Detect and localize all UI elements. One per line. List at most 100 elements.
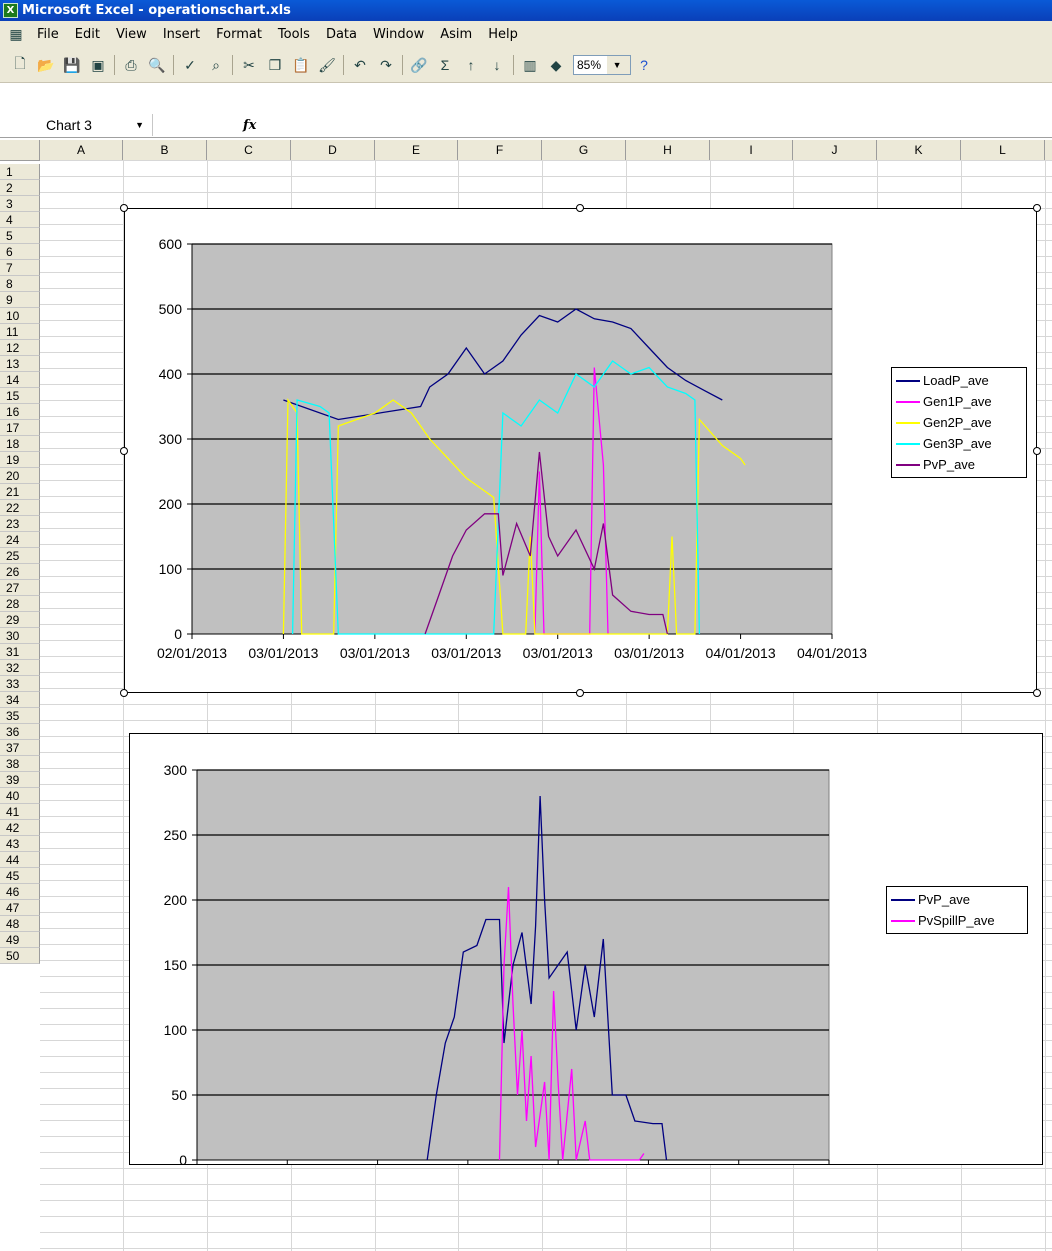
row-header-41[interactable]: 41 xyxy=(0,804,40,820)
chevron-down-icon[interactable]: ▼ xyxy=(607,56,631,74)
row-header-40[interactable]: 40 xyxy=(0,788,40,804)
row-header-50[interactable]: 50 xyxy=(0,948,40,964)
workbook-icon[interactable]: ▦ xyxy=(9,26,23,42)
row-header-47[interactable]: 47 xyxy=(0,900,40,916)
column-header-k[interactable]: K xyxy=(877,140,961,160)
resize-handle[interactable] xyxy=(576,689,584,697)
column-header-g[interactable]: G xyxy=(542,140,626,160)
column-header-f[interactable]: F xyxy=(458,140,542,160)
column-header-j[interactable]: J xyxy=(793,140,877,160)
help-icon[interactable]: ? xyxy=(640,57,648,73)
row-header-13[interactable]: 13 xyxy=(0,356,40,372)
menu-asim[interactable]: Asim xyxy=(440,27,473,42)
menu-view[interactable]: View xyxy=(115,27,147,42)
chart-pv-legend-item[interactable]: PvSpillP_ave xyxy=(891,910,1021,931)
column-header-c[interactable]: C xyxy=(207,140,291,160)
row-header-5[interactable]: 5 xyxy=(0,228,40,244)
row-header-25[interactable]: 25 xyxy=(0,548,40,564)
row-header-39[interactable]: 39 xyxy=(0,772,40,788)
chart-3-legend-item[interactable]: LoadP_ave xyxy=(896,370,1020,391)
chart-pv[interactable]: 05010015020025030002/01/201303/01/201303… xyxy=(129,733,1043,1165)
row-header-28[interactable]: 28 xyxy=(0,596,40,612)
menu-file[interactable]: File xyxy=(37,27,59,42)
row-header-49[interactable]: 49 xyxy=(0,932,40,948)
row-header-2[interactable]: 2 xyxy=(0,180,40,196)
resize-handle[interactable] xyxy=(576,204,584,212)
chart-3-legend-item[interactable]: Gen1P_ave xyxy=(896,391,1020,412)
row-header-30[interactable]: 30 xyxy=(0,628,40,644)
row-header-45[interactable]: 45 xyxy=(0,868,40,884)
row-header-11[interactable]: 11 xyxy=(0,324,40,340)
row-header-33[interactable]: 33 xyxy=(0,676,40,692)
resize-handle[interactable] xyxy=(120,689,128,697)
menu-window[interactable]: Window xyxy=(373,27,425,42)
research-icon[interactable]: ⌕ xyxy=(212,56,220,73)
row-header-12[interactable]: 12 xyxy=(0,340,40,356)
row-header-17[interactable]: 17 xyxy=(0,420,40,436)
row-header-37[interactable]: 37 xyxy=(0,740,40,756)
zoom-select[interactable]: 85% ▼ xyxy=(573,55,632,75)
menu-help[interactable]: Help xyxy=(488,27,518,42)
row-header-35[interactable]: 35 xyxy=(0,708,40,724)
chart-pv-legend[interactable]: PvP_ave PvSpillP_ave xyxy=(886,886,1028,934)
row-header-14[interactable]: 14 xyxy=(0,372,40,388)
redo-icon[interactable]: ↷ xyxy=(380,56,392,73)
row-header-36[interactable]: 36 xyxy=(0,724,40,740)
formula-input[interactable] xyxy=(256,115,1052,135)
column-header-d[interactable]: D xyxy=(291,140,375,160)
row-header-31[interactable]: 31 xyxy=(0,644,40,660)
copy-icon[interactable]: ❐ xyxy=(268,56,282,73)
row-header-7[interactable]: 7 xyxy=(0,260,40,276)
row-header-9[interactable]: 9 xyxy=(0,292,40,308)
resize-handle[interactable] xyxy=(1033,689,1041,697)
row-header-43[interactable]: 43 xyxy=(0,836,40,852)
new-icon[interactable]: 🗋 xyxy=(14,55,26,71)
row-header-34[interactable]: 34 xyxy=(0,692,40,708)
row-header-22[interactable]: 22 xyxy=(0,500,40,516)
row-header-6[interactable]: 6 xyxy=(0,244,40,260)
row-header-32[interactable]: 32 xyxy=(0,660,40,676)
row-header-23[interactable]: 23 xyxy=(0,516,40,532)
resize-handle[interactable] xyxy=(1033,447,1041,455)
row-header-19[interactable]: 19 xyxy=(0,452,40,468)
row-header-10[interactable]: 10 xyxy=(0,308,40,324)
row-header-29[interactable]: 29 xyxy=(0,612,40,628)
row-header-3[interactable]: 3 xyxy=(0,196,40,212)
row-header-1[interactable]: 1 xyxy=(0,164,40,180)
cut-icon[interactable]: ✂ xyxy=(243,56,255,73)
menu-data[interactable]: Data xyxy=(325,27,357,42)
chart-3[interactable]: 0 100 200 300 400 500 600 02/01/2013 03/01/2013 0… xyxy=(124,208,1037,693)
chart-3-legend-item[interactable]: PvP_ave xyxy=(896,454,1020,475)
paste-icon[interactable]: 📋 xyxy=(292,56,310,73)
drawing-icon[interactable]: ◆ xyxy=(550,56,562,73)
column-header-l[interactable]: L xyxy=(961,140,1045,160)
permission-icon[interactable]: ▣ xyxy=(91,56,105,73)
spelling-icon[interactable]: ✓ xyxy=(184,56,196,73)
row-header-38[interactable]: 38 xyxy=(0,756,40,772)
select-all-corner[interactable] xyxy=(0,140,40,160)
row-header-4[interactable]: 4 xyxy=(0,212,40,228)
menu-insert[interactable]: Insert xyxy=(162,27,201,42)
row-header-27[interactable]: 27 xyxy=(0,580,40,596)
menu-format[interactable]: Format xyxy=(216,27,262,42)
undo-icon[interactable]: ↶ xyxy=(354,56,366,73)
column-header-h[interactable]: H xyxy=(626,140,710,160)
format-painter-icon[interactable]: 🖌 xyxy=(318,56,336,73)
row-header-20[interactable]: 20 xyxy=(0,468,40,484)
resize-handle[interactable] xyxy=(1033,204,1041,212)
column-header-a[interactable]: A xyxy=(40,140,123,160)
row-header-18[interactable]: 18 xyxy=(0,436,40,452)
row-header-16[interactable]: 16 xyxy=(0,404,40,420)
row-header-8[interactable]: 8 xyxy=(0,276,40,292)
column-header-b[interactable]: B xyxy=(123,140,207,160)
column-header-e[interactable]: E xyxy=(375,140,458,160)
save-icon[interactable]: 💾 xyxy=(63,56,81,73)
chart-wizard-icon[interactable]: ▥ xyxy=(523,56,537,73)
menu-edit[interactable]: Edit xyxy=(74,27,100,42)
row-header-21[interactable]: 21 xyxy=(0,484,40,500)
row-header-42[interactable]: 42 xyxy=(0,820,40,836)
print-icon[interactable]: ⎙ xyxy=(125,56,137,73)
hyperlink-icon[interactable]: 🔗 xyxy=(410,56,428,73)
menu-tools[interactable]: Tools xyxy=(277,27,310,42)
sort-ascending-icon[interactable]: ↑ xyxy=(467,57,475,73)
